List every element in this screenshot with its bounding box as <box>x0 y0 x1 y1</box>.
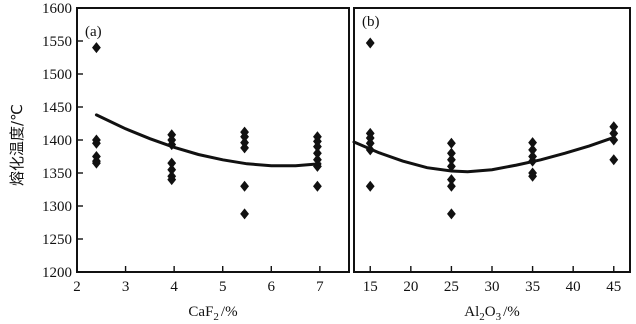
data-point-marker <box>240 142 249 154</box>
x-tick-label: 15 <box>363 279 378 295</box>
data-point-marker <box>609 121 619 133</box>
data-point-marker <box>528 144 537 156</box>
panel-b-label: (b) <box>362 14 380 30</box>
x-tick-label: 40 <box>566 279 581 295</box>
data-point-marker <box>609 127 619 139</box>
x-tick-label: 25 <box>444 279 459 295</box>
y-tick-label: 1550 <box>42 34 72 50</box>
y-tick-label: 1400 <box>42 133 72 149</box>
panel-a-fit-curve <box>94 113 322 168</box>
data-point-marker <box>167 174 177 186</box>
data-point-marker <box>92 157 101 169</box>
y-tick-label: 1600 <box>42 1 72 17</box>
data-point-marker <box>167 164 177 176</box>
x-title-sub1: 2 <box>479 311 485 323</box>
x-tick-label: 6 <box>268 279 276 295</box>
x-tick-label: 45 <box>606 279 621 295</box>
y-tick-label: 1200 <box>42 265 72 281</box>
x-tick-label: 4 <box>170 279 178 295</box>
data-point-marker <box>167 139 177 151</box>
y-tick-label: 1450 <box>42 100 72 116</box>
data-point-marker <box>167 157 177 169</box>
data-point-marker <box>313 180 322 192</box>
x-title-sub2: 3 <box>496 311 502 323</box>
data-point-marker <box>92 137 101 149</box>
data-point-marker <box>447 160 456 172</box>
data-point-marker <box>447 137 456 149</box>
data-point-marker <box>240 180 249 192</box>
data-point-marker <box>313 141 322 153</box>
panel-b-x-axis-title: Al2O3/% <box>464 304 520 323</box>
x-title-base: Al <box>464 304 479 320</box>
x-title-unit: /% <box>503 304 520 320</box>
x-tick-label: 3 <box>122 279 130 295</box>
y-axis-title: 熔化温度/℃ <box>8 104 26 186</box>
data-point-marker <box>365 180 375 192</box>
panel-a-frame <box>76 7 350 273</box>
x-title-mid: O <box>485 304 496 320</box>
data-point-marker <box>528 170 537 182</box>
panel-b-x-ticks: 15 20 25 30 35 40 45 <box>363 266 621 295</box>
panel-a-label: (a) <box>85 24 102 40</box>
data-point-marker <box>447 174 456 186</box>
x-title-base: CaF <box>188 304 213 320</box>
data-point-marker <box>447 180 456 192</box>
y-tick-label: 1500 <box>42 67 72 83</box>
panel-b: (b) 15 20 25 30 35 40 45 Al2O3/% <box>352 7 631 323</box>
x-tick-label: 35 <box>525 279 540 295</box>
data-point-marker <box>447 147 456 159</box>
y-tick-label: 1350 <box>42 166 72 182</box>
x-title-unit: /% <box>221 304 238 320</box>
data-point-marker <box>365 37 375 49</box>
panel-b-fit-curve <box>352 135 616 174</box>
y-tick-label: 1300 <box>42 199 72 215</box>
x-tick-label: 30 <box>485 279 500 295</box>
data-point-marker <box>528 137 537 149</box>
panel-a-y-ticks: 1200 1250 1300 1350 1400 1450 1500 1550 1600 <box>42 1 83 281</box>
x-tick-label: 20 <box>403 279 418 295</box>
x-title-sub: 2 <box>213 311 219 323</box>
panel-a: (a) 1200 1250 1300 1350 1400 1450 1500 1550 1600… <box>42 1 350 323</box>
data-point-marker <box>92 42 101 54</box>
panel-a-x-ticks: 2 3 4 5 6 7 <box>73 266 324 295</box>
x-tick-label: 5 <box>219 279 227 295</box>
panel-a-x-axis-title: CaF2/% <box>188 304 237 323</box>
data-point-marker <box>313 147 322 159</box>
data-point-marker <box>447 154 456 166</box>
data-point-marker <box>447 208 456 220</box>
x-tick-label: 7 <box>316 279 324 295</box>
data-point-marker <box>609 154 619 166</box>
panel-a-points <box>92 42 322 220</box>
data-point-marker <box>240 131 249 143</box>
x-tick-label: 2 <box>73 279 81 295</box>
panel-b-points <box>365 37 619 220</box>
panel-b-frame <box>353 7 631 273</box>
data-point-marker <box>365 137 375 149</box>
data-point-marker <box>240 208 249 220</box>
y-tick-label: 1250 <box>42 232 72 248</box>
